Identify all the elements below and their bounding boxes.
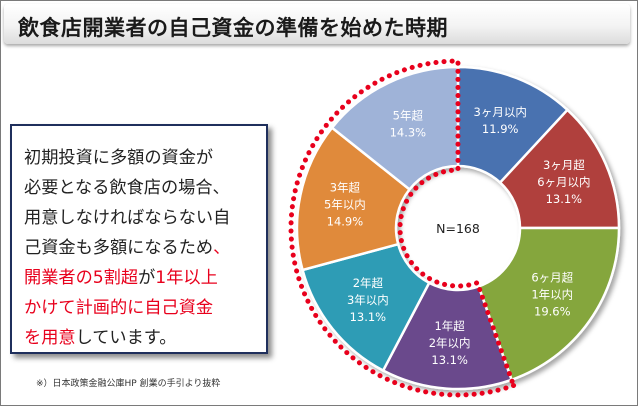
slice-category-label: 3ヶ月以内 bbox=[474, 105, 527, 119]
slice-category-label: 3年以内 bbox=[347, 293, 389, 307]
slice-label: 3年超 5年以内 14.9% bbox=[324, 181, 366, 229]
highlight-outline bbox=[288, 58, 517, 398]
callout-line: かけて計画的に自己資金 bbox=[24, 293, 260, 323]
donut-slice bbox=[477, 226, 621, 382]
callout-text: 初期投資に多額の資金が bbox=[24, 148, 214, 168]
slice-label: 3ヶ月以内 11.9% bbox=[474, 105, 527, 136]
donut-slice bbox=[330, 65, 460, 192]
callout-line: 開業者の5割超が1年以上 bbox=[24, 263, 260, 293]
callout-text: 必要となる飲食店の場合、 bbox=[24, 178, 230, 198]
slice-value-label: 13.1% bbox=[431, 353, 468, 367]
callout-highlight-text: 開業者の5割超 bbox=[24, 268, 139, 288]
callout-line: を用意しています。 bbox=[24, 323, 260, 353]
slice-value-label: 11.9% bbox=[482, 122, 519, 136]
callout-line: 初期投資に多額の資金が bbox=[24, 143, 260, 173]
slice-label: 5年超 14.3% bbox=[390, 108, 427, 139]
slice-value-label: 13.1% bbox=[350, 310, 387, 324]
slice-label: 6ヶ月超 1年以内 19.6% bbox=[531, 271, 573, 319]
slice-category-label: 2年超 bbox=[353, 276, 384, 290]
callout-highlight-text: 1年以上 bbox=[155, 268, 218, 288]
slice-value-label: 14.3% bbox=[390, 125, 427, 139]
callout-highlight-text: 、 bbox=[213, 238, 231, 258]
callout-text: が bbox=[138, 268, 156, 288]
donut-slice bbox=[301, 242, 431, 373]
page-title: 飲食店開業者の自己資金の準備を始めた時期 bbox=[18, 16, 448, 40]
slice-category-label: 3年超 bbox=[330, 181, 361, 195]
callout-line: 己資金も多額になるため、 bbox=[24, 233, 260, 263]
slice-value-label: 13.1% bbox=[546, 192, 583, 206]
slice-category-label: 5年超 bbox=[393, 108, 424, 122]
callout-highlight-text: を用意 bbox=[24, 328, 76, 348]
slice-value-label: 19.6% bbox=[534, 305, 571, 319]
callout-line: 用意しなければならない自 bbox=[24, 203, 260, 233]
callout-textbox: 初期投資に多額の資金が 必要となる飲食店の場合、 用意しなければならない自 己資金も多… bbox=[10, 124, 268, 354]
callout-text: 用意しなければならない自 bbox=[24, 208, 231, 228]
slice-category-label: 1年超 bbox=[434, 319, 465, 333]
slice-value-label: 14.9% bbox=[327, 215, 364, 229]
slice-category-label: 5年以内 bbox=[324, 198, 366, 212]
slice-category-label: 3ヶ月超 bbox=[543, 158, 585, 172]
slice-category-label: 2年以内 bbox=[429, 336, 471, 350]
slice-label: 2年超 3年以内 13.1% bbox=[347, 276, 389, 324]
center-label: N=168 bbox=[436, 221, 480, 236]
slice-label: 1年超 2年以内 13.1% bbox=[429, 319, 471, 367]
slice-label: 3ヶ月超 6ヶ月以内 13.1% bbox=[537, 158, 590, 206]
source-footnote: ※）日本政策金融公庫HP 創業の手引より抜粋 bbox=[36, 379, 221, 389]
slice-category-label: 6ヶ月以内 bbox=[537, 175, 590, 189]
callout-text: 己資金も多額になるため bbox=[24, 238, 214, 258]
slice-category-label: 1年以内 bbox=[531, 288, 573, 302]
donut-slice bbox=[295, 125, 412, 272]
slice-category-label: 6ヶ月超 bbox=[531, 271, 573, 285]
title-bar: 飲食店開業者の自己資金の準備を始めた時期 bbox=[4, 4, 630, 44]
callout-highlight-text: かけて計画的に自己資金 bbox=[24, 298, 214, 318]
callout-line: 必要となる飲食店の場合、 bbox=[24, 173, 260, 203]
callout-text: しています。 bbox=[75, 328, 177, 348]
donut-slice bbox=[498, 108, 621, 230]
